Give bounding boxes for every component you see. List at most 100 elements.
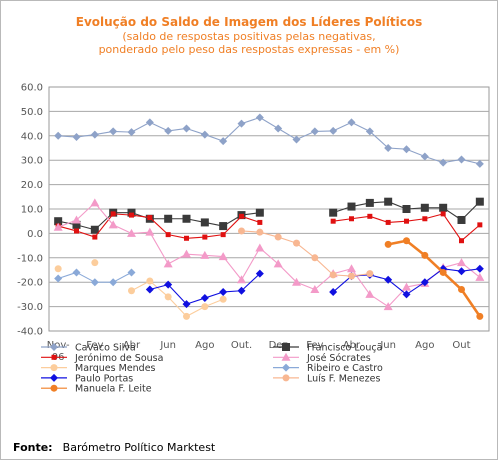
data-point [202, 234, 208, 240]
legend-label: Francisco Louçã [307, 343, 382, 354]
data-point [53, 222, 63, 231]
data-point [311, 254, 319, 262]
data-point [91, 259, 99, 267]
y-tick-label: 30.0 [21, 156, 43, 167]
data-point [329, 271, 337, 279]
legend-item: José Sócrates [273, 352, 371, 364]
data-point [274, 124, 283, 133]
data-point [146, 277, 154, 285]
data-point [347, 118, 356, 127]
data-point [218, 252, 228, 261]
data-point [402, 145, 411, 154]
legend-label: Jerónimo de Sousa [74, 353, 163, 364]
data-point [459, 238, 464, 244]
data-point [54, 265, 62, 273]
series-ribeiro-e-castro [54, 268, 136, 287]
data-point [237, 275, 246, 284]
data-point [127, 228, 136, 237]
data-point [74, 228, 79, 234]
data-point [440, 211, 446, 217]
data-point [182, 249, 191, 258]
data-point [182, 214, 191, 223]
data-point [421, 251, 429, 259]
y-tick-label: -40.0 [17, 327, 43, 338]
data-point [237, 119, 246, 128]
data-point [90, 130, 99, 139]
y-tick-label: 0.0 [27, 229, 43, 240]
data-point [329, 287, 338, 296]
legend-marker [50, 373, 58, 382]
data-point [385, 219, 391, 225]
data-point [200, 294, 209, 303]
series-cavaco-silva [54, 113, 484, 168]
data-point [310, 285, 320, 294]
y-tick-label: -30.0 [17, 302, 43, 313]
data-point [109, 278, 118, 287]
legend-item: Francisco Louçã [273, 343, 382, 354]
data-point [476, 312, 484, 320]
chart-subtitle-line-2: ponderado pelo peso das respostas expres… [99, 43, 400, 56]
data-point [200, 130, 209, 139]
data-point [90, 225, 99, 234]
data-point [349, 216, 354, 222]
data-point [422, 216, 428, 222]
series-manuela-f-leite [384, 237, 484, 320]
data-point [384, 197, 393, 206]
data-point [475, 197, 484, 206]
legend-label: Luís F. Menezes [307, 373, 380, 384]
data-point [293, 239, 300, 247]
data-point [72, 133, 81, 142]
data-point [384, 240, 392, 248]
x-tick-label: Jun [159, 340, 176, 351]
legend-label: Marques Mendes [75, 363, 156, 374]
y-tick-label: -10.0 [17, 253, 43, 264]
source-note: Fonte: Barómetro Político Marktest [13, 436, 216, 455]
chart-subtitle-line-1: (saldo de respostas positivas pelas nega… [122, 30, 375, 43]
legend: Cavaco Silva Francisco Louçã Jerónimo de S… [41, 343, 383, 395]
series-line [57, 202, 481, 308]
data-point [182, 124, 191, 133]
data-point [475, 159, 484, 168]
x-tick-label: Dez [269, 340, 288, 351]
data-point [72, 220, 81, 229]
data-point [402, 282, 411, 291]
data-point [457, 258, 466, 267]
data-point [255, 243, 265, 252]
x-tick-label: Nov- [47, 340, 70, 351]
legend-marker [282, 343, 290, 351]
x-tick-label: Abr [123, 340, 141, 351]
data-point [274, 233, 282, 241]
data-point [238, 227, 245, 235]
data-point [164, 280, 173, 289]
data-point [127, 268, 136, 277]
data-point [365, 198, 374, 207]
data-point [237, 286, 246, 295]
legend-item: Cavaco Silva [41, 343, 136, 354]
legend-marker [282, 374, 290, 382]
data-point [219, 222, 228, 231]
x-tick-label: Ago [415, 340, 434, 351]
data-point [439, 158, 448, 167]
data-point [402, 290, 411, 299]
data-point [367, 213, 373, 219]
data-point [239, 213, 244, 219]
data-point [182, 300, 191, 309]
data-point [366, 270, 374, 278]
data-point [54, 217, 63, 226]
data-point [383, 302, 393, 311]
x-tick-label: Jun [379, 340, 396, 351]
data-point [329, 208, 338, 217]
data-point [273, 259, 283, 268]
y-tick-label: 10.0 [21, 205, 43, 216]
legend-label: Cavaco Silva [75, 343, 136, 354]
legend-item: Ribeiro e Castro [273, 363, 383, 374]
data-point [384, 275, 393, 284]
data-point [329, 126, 338, 135]
data-point [457, 215, 466, 224]
x-tick-label: Out. [231, 340, 252, 351]
data-point [402, 205, 411, 213]
data-point [90, 278, 99, 287]
data-point [257, 219, 263, 225]
